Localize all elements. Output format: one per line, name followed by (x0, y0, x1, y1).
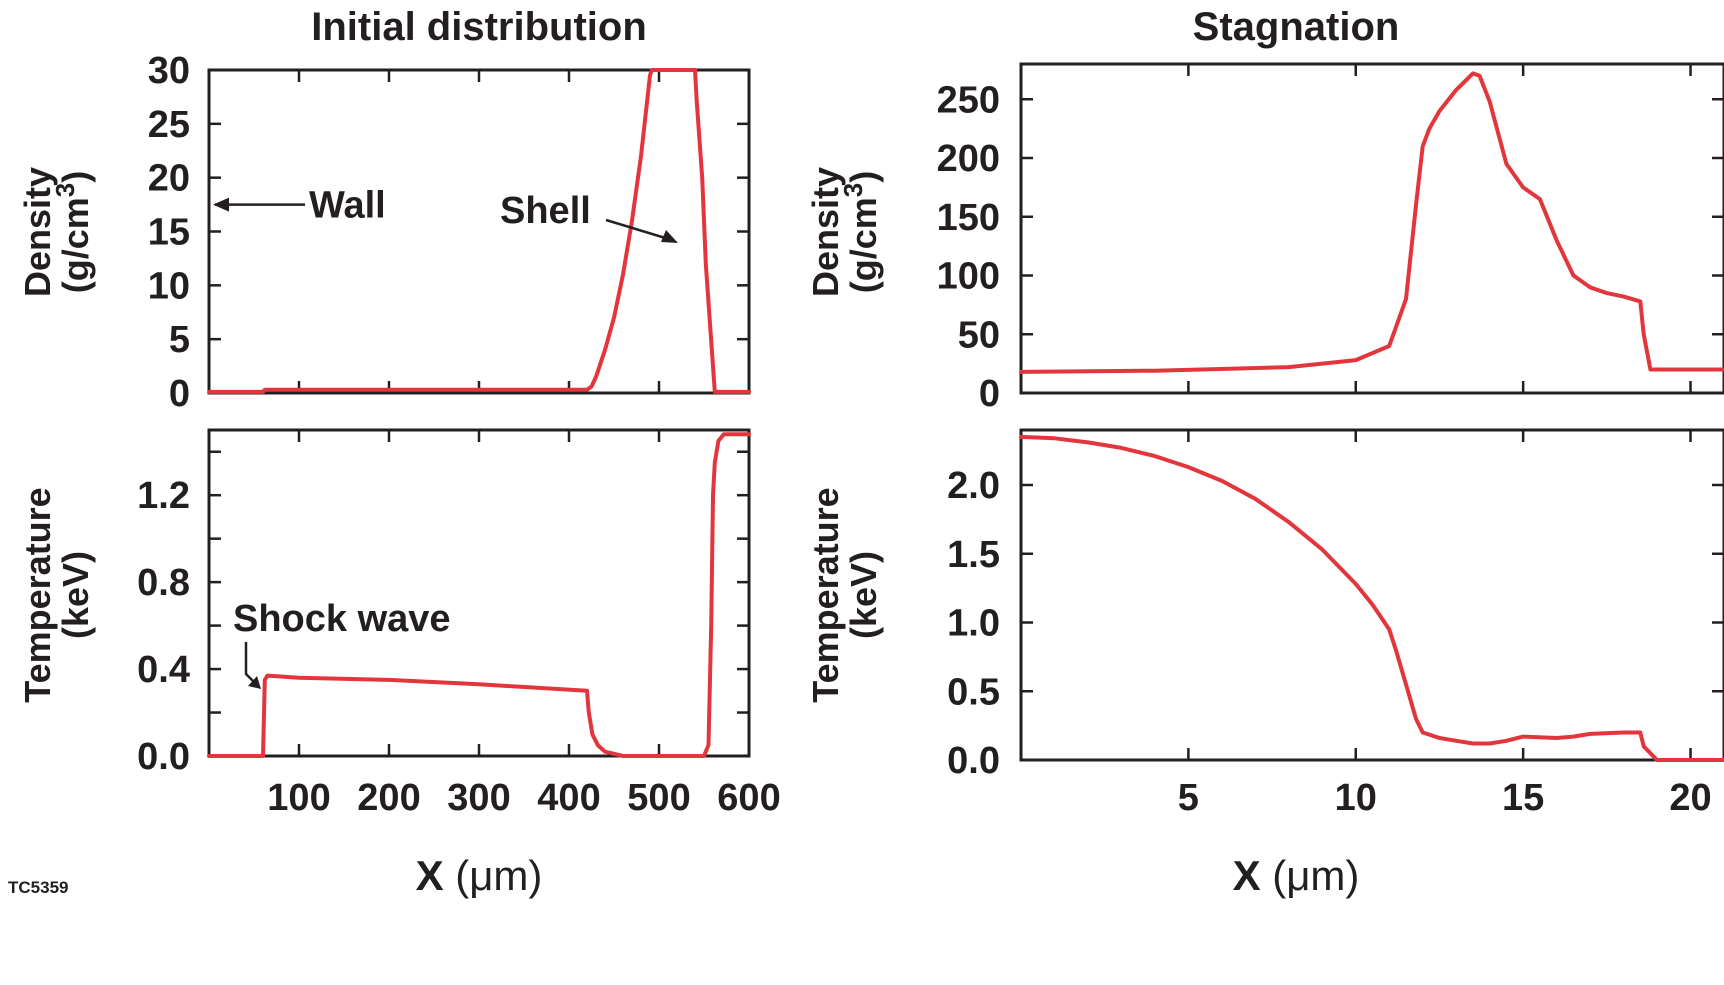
density-initial-ylabel: Density (17, 167, 58, 297)
density-initial-ytick-label: 0 (169, 373, 190, 415)
figure-tag: TC5359 (8, 878, 68, 897)
density-initial-ytick-label: 30 (148, 50, 190, 92)
temperature-stagnation-ylabel: Temperature (805, 487, 846, 702)
density-stagnation-ylabel-unit: (g/cm3) (838, 171, 884, 293)
temperature-initial-ylabel-unit: (keV) (55, 551, 96, 639)
temperature-stagnation-xtick-label: 20 (1669, 777, 1711, 819)
temperature-stagnation-ytick-label: 1.5 (947, 534, 1000, 576)
shell-arrowhead (661, 230, 678, 243)
temperature-initial-xlabel: X (μm) (416, 852, 543, 899)
temperature-initial-ytick-label: 0.4 (137, 649, 190, 691)
wall-annotation: Wall (309, 185, 386, 227)
right-panel-title: Stagnation (1193, 5, 1400, 49)
temperature-stagnation-ylabel-unit: (keV) (843, 551, 884, 639)
left-panel-title: Initial distribution (311, 5, 647, 49)
temperature-initial-ytick-label: 1.2 (137, 475, 190, 517)
temperature-stagnation-ytick-label: 2.0 (947, 465, 1000, 507)
temperature-initial-ytick-label: 0.0 (137, 736, 190, 778)
temperature-stagnation-ytick-label: 0.0 (947, 740, 1000, 782)
temperature-stagnation-ytick-label: 1.0 (947, 603, 1000, 645)
temperature-initial-xtick-label: 400 (537, 777, 600, 819)
temperature-stagnation-xlabel: X (μm) (1233, 852, 1360, 899)
temperature-initial-xtick-label: 600 (717, 777, 780, 819)
temperature-initial-xtick-label: 300 (447, 777, 510, 819)
density-stagnation-ytick-label: 250 (937, 79, 1000, 121)
temperature-stagnation-xtick-label: 15 (1502, 777, 1544, 819)
density-initial-ytick-label: 20 (148, 158, 190, 200)
density-stagnation-ytick-label: 200 (937, 138, 1000, 180)
temperature-stagnation-xtick-label: 10 (1335, 777, 1377, 819)
shell-annotation: Shell (500, 190, 591, 232)
shock-wave-arrowhead (248, 676, 261, 689)
temperature-initial-xtick-label: 500 (627, 777, 690, 819)
temperature-initial-series-line (207, 432, 751, 758)
temperature-initial-xtick-label: 200 (357, 777, 420, 819)
wall-arrowhead (213, 197, 229, 212)
density-stagnation-ytick-label: 50 (958, 314, 1000, 356)
density-initial-ytick-label: 5 (169, 319, 190, 361)
temperature-stagnation-ytick-label: 0.5 (947, 671, 1000, 713)
temperature-initial-xtick-label: 100 (267, 777, 330, 819)
density-stagnation-series-line (1019, 71, 1724, 374)
density-initial-series-line (207, 68, 751, 394)
temperature-stagnation-xtick-label: 5 (1178, 777, 1199, 819)
density-stagnation-plot-frame (1019, 62, 1724, 395)
density-stagnation-ylabel: Density (805, 167, 846, 297)
temperature-initial-ylabel: Temperature (17, 487, 58, 702)
density-stagnation-ytick-label: 100 (937, 256, 1000, 298)
density-initial-ytick-label: 25 (148, 104, 190, 146)
shock-wave-annotation: Shock wave (233, 598, 451, 640)
density-initial-ytick-label: 10 (148, 265, 190, 307)
density-stagnation-ytick-label: 0 (979, 373, 1000, 415)
temperature-initial-plot-frame (207, 428, 751, 758)
temperature-initial-ytick-label: 0.8 (137, 562, 190, 604)
density-initial-ytick-label: 15 (148, 212, 190, 254)
temperature-stagnation-plot-frame (1019, 428, 1724, 762)
density-initial-plot-frame (207, 68, 751, 395)
density-stagnation-ytick-label: 150 (937, 197, 1000, 239)
temperature-stagnation-series-line (1019, 434, 1724, 762)
density-initial-ylabel-unit: (g/cm3) (50, 171, 96, 293)
shell-arrow (605, 218, 673, 242)
